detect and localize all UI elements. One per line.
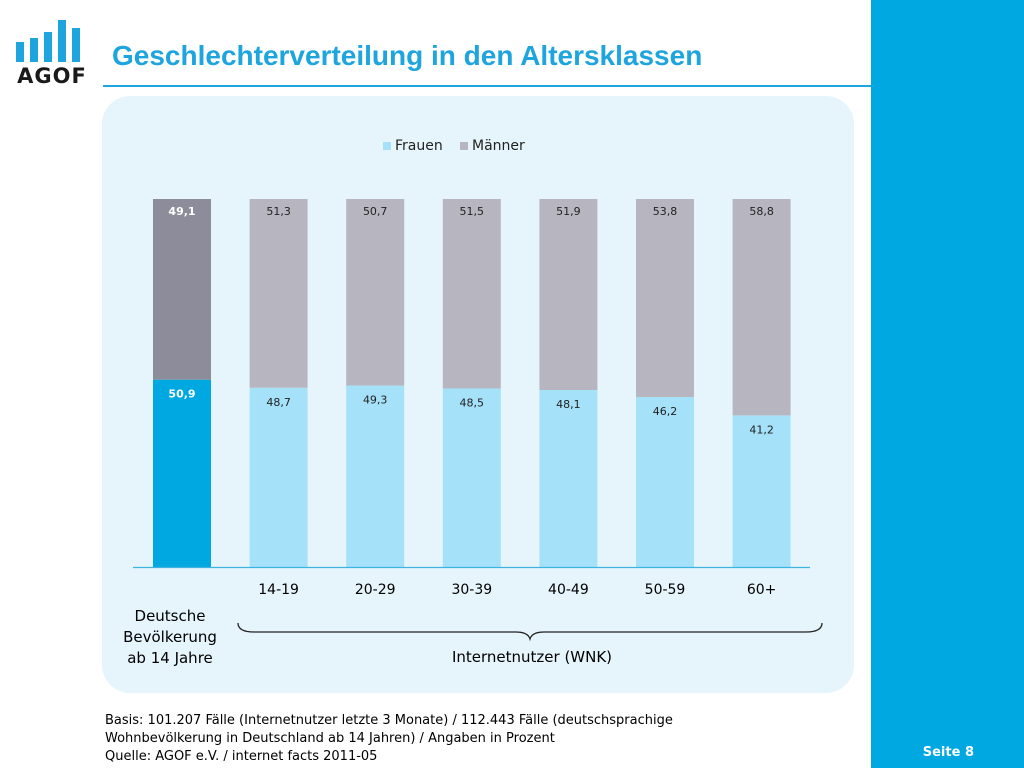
label-frauen-6: 41,2	[749, 423, 774, 436]
label-maenner-1: 51,3	[266, 205, 291, 218]
label-frauen-2: 49,3	[363, 394, 388, 407]
footnote-line-1: Basis: 101.207 Fälle (Internetnutzer let…	[105, 713, 673, 728]
x-tick-label-0-line-1: Bevölkerung	[123, 628, 217, 646]
x-tick-label-3: 30-39	[451, 582, 492, 598]
bar-frauen-1	[249, 387, 308, 567]
label-frauen-3: 48,5	[460, 397, 485, 410]
group-brace-label: Internetnutzer (WNK)	[452, 648, 612, 666]
x-tick-label-0-line-2: ab 14 Jahre	[127, 649, 213, 667]
title-divider	[103, 85, 871, 87]
bar-frauen-6	[732, 415, 791, 567]
legend-label-0: Frauen	[395, 138, 443, 154]
page-title: Geschlechterverteilung in den Altersklas…	[112, 40, 703, 71]
bar-frauen-4	[539, 389, 598, 567]
x-tick-label-2: 20-29	[355, 582, 396, 598]
bar-maenner-6	[732, 199, 791, 416]
footnote-line-2: Wohnbevölkerung in Deutschland ab 14 Jah…	[105, 731, 555, 746]
bar-maenner-1	[249, 199, 308, 388]
logo-text: AGOF	[17, 64, 87, 88]
x-tick-label-6: 60+	[747, 582, 777, 598]
bar-frauen-3	[442, 388, 501, 567]
label-frauen-1: 48,7	[266, 396, 291, 409]
logo-bars-icon	[16, 20, 80, 62]
legend-label-1: Männer	[472, 138, 525, 154]
label-maenner-3: 51,5	[460, 205, 485, 218]
label-frauen-4: 48,1	[556, 398, 581, 411]
label-maenner-0: 49,1	[168, 205, 195, 218]
x-tick-label-5: 50-59	[645, 582, 686, 598]
bar-maenner-5	[636, 199, 694, 397]
legend-swatch-1	[460, 142, 468, 150]
label-maenner-4: 51,9	[556, 205, 581, 218]
bar-frauen-2	[346, 385, 405, 567]
x-tick-label-4: 40-49	[548, 582, 589, 598]
page-number: Seite 8	[922, 745, 974, 760]
right-accent-bar	[871, 0, 1024, 768]
bar-maenner-0	[153, 199, 211, 380]
bar-maenner-4	[539, 199, 598, 390]
agof-logo: AGOF	[14, 18, 90, 90]
x-tick-label-1: 14-19	[258, 582, 299, 598]
label-maenner-6: 58,8	[749, 205, 774, 218]
footnote: Basis: 101.207 Fälle (Internetnutzer let…	[105, 712, 673, 766]
label-frauen-5: 46,2	[653, 405, 678, 418]
bar-frauen-5	[636, 396, 694, 567]
footnote-line-3: Quelle: AGOF e.V. / internet facts 2011-…	[105, 749, 378, 764]
group-brace	[237, 622, 823, 642]
bar-frauen-0	[153, 379, 211, 567]
legend-swatch-0	[383, 142, 391, 150]
label-frauen-0: 50,9	[168, 388, 195, 401]
label-maenner-2: 50,7	[363, 205, 388, 218]
bar-maenner-2	[346, 199, 405, 386]
bar-maenner-3	[442, 199, 501, 389]
label-maenner-5: 53,8	[653, 205, 678, 218]
x-tick-label-0-line-0: Deutsche	[135, 607, 206, 625]
